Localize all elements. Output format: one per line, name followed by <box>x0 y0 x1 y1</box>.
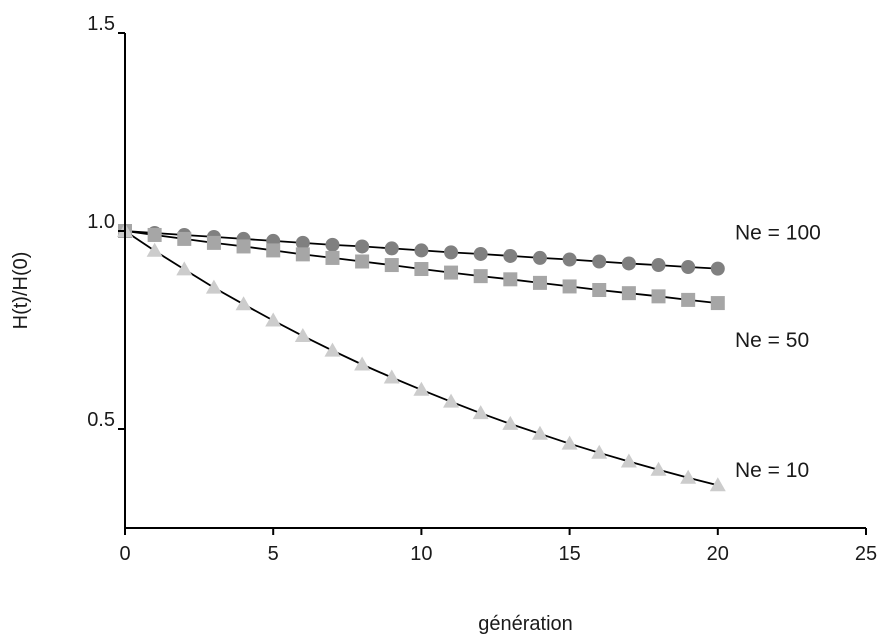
data-point <box>206 235 221 250</box>
y-tick-label: 1.0 <box>87 211 115 233</box>
data-point <box>177 231 192 246</box>
data-point <box>444 245 459 260</box>
x-tick-label: 10 <box>410 543 432 565</box>
x-tick-label: 20 <box>707 543 729 565</box>
data-point <box>473 269 488 284</box>
data-point <box>709 477 726 492</box>
data-point <box>592 254 607 269</box>
data-point <box>295 235 310 250</box>
data-point <box>651 289 666 304</box>
y-tick-label: 0.5 <box>87 409 115 431</box>
data-point <box>355 239 370 254</box>
data-point <box>592 283 607 298</box>
data-point <box>443 393 460 408</box>
data-point <box>236 239 251 254</box>
data-point <box>473 246 488 261</box>
data-point <box>620 453 637 468</box>
data-point <box>650 461 667 476</box>
data-point <box>235 296 252 311</box>
x-tick-label: 0 <box>119 543 130 565</box>
data-point <box>710 261 725 276</box>
ticks-layer: 0 5 10 15 20 25 0.5 1.0 1.5 <box>87 13 877 565</box>
series-label: Ne = 10 <box>735 459 809 482</box>
data-point <box>651 258 666 273</box>
x-tick-label: 5 <box>268 543 279 565</box>
x-tick-label: 25 <box>855 543 877 565</box>
data-point <box>591 444 608 459</box>
series-ne-10 <box>117 223 726 492</box>
series-label: Ne = 50 <box>735 329 809 352</box>
series-ne-100 <box>118 224 725 276</box>
data-point <box>414 243 429 258</box>
data-point <box>710 296 725 311</box>
data-point <box>354 356 371 371</box>
data-point <box>266 243 281 258</box>
data-point <box>325 250 340 265</box>
data-point <box>384 258 399 273</box>
data-point <box>294 327 311 342</box>
data-point <box>621 286 636 301</box>
data-point <box>503 248 518 263</box>
data-point <box>325 237 340 252</box>
data-point <box>681 292 696 307</box>
data-point <box>562 252 577 267</box>
data-point <box>414 262 429 277</box>
data-point <box>621 256 636 271</box>
data-point <box>265 312 282 327</box>
data-point <box>531 425 548 440</box>
data-point <box>562 279 577 294</box>
y-axis-title: H(t)/H(0) <box>10 252 32 330</box>
data-point <box>532 250 547 265</box>
data-point <box>681 260 696 275</box>
data-point <box>503 272 518 287</box>
data-point <box>146 242 163 257</box>
series-ne-50 <box>118 224 725 311</box>
x-axis-title: génération <box>478 613 573 635</box>
data-point <box>355 254 370 269</box>
data-point <box>176 261 193 276</box>
data-point <box>383 369 400 384</box>
data-point <box>295 247 310 262</box>
data-point <box>413 381 430 396</box>
data-point <box>324 342 341 357</box>
data-point <box>532 275 547 290</box>
y-tick-label: 1.5 <box>87 13 115 35</box>
data-point <box>472 405 489 420</box>
data-point <box>561 435 578 450</box>
data-point <box>147 227 162 242</box>
data-point <box>502 415 519 430</box>
series-labels: Ne = 100 Ne = 50 Ne = 10 <box>735 222 821 483</box>
data-point <box>205 279 222 294</box>
data-point <box>444 265 459 280</box>
x-tick-label: 15 <box>558 543 580 565</box>
series-label: Ne = 100 <box>735 222 821 245</box>
series-layer <box>117 223 726 492</box>
data-point <box>384 241 399 256</box>
axes-layer <box>124 33 866 529</box>
data-point <box>680 469 697 484</box>
